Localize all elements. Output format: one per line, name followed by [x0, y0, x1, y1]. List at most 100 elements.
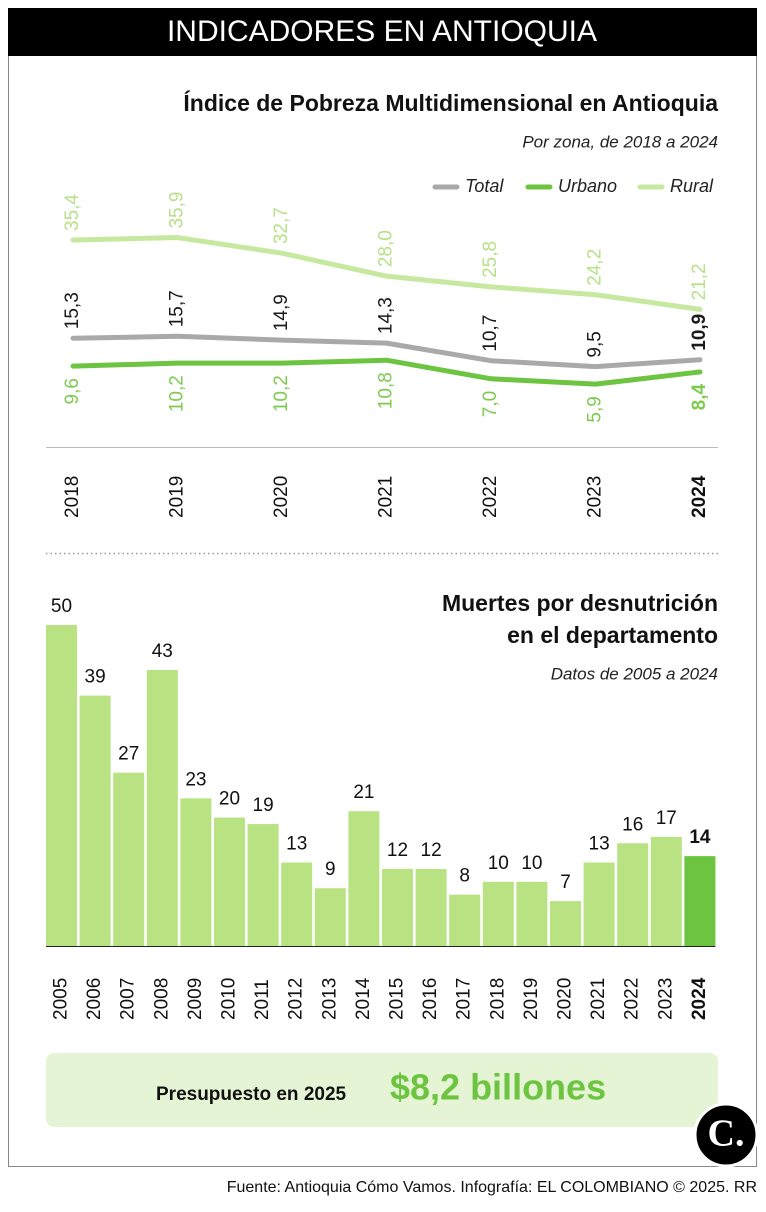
x-tick-label: 2024 — [689, 475, 710, 518]
value-label: 7,0 — [480, 391, 501, 417]
value-label: 23 — [185, 769, 206, 790]
value-label: 8 — [459, 866, 470, 887]
bar — [314, 888, 346, 946]
series-line — [70, 235, 703, 312]
value-label: 14,3 — [376, 297, 397, 334]
x-tick-label: 2011 — [252, 979, 273, 1020]
x-tick-label: 2020 — [555, 978, 576, 1020]
x-tick-label: 2022 — [622, 978, 643, 1020]
chart-title: Muertes por desnutrición — [442, 590, 718, 616]
value-label: 10 — [488, 853, 509, 874]
value-label: 10,9 — [689, 314, 710, 351]
value-label: 17 — [656, 808, 677, 829]
value-label: 39 — [85, 667, 106, 688]
bar — [449, 894, 481, 946]
x-tick-label: 2005 — [51, 978, 72, 1020]
x-tick-label: 2013 — [319, 978, 340, 1020]
x-tick-label: 2018 — [62, 476, 83, 518]
source: Fuente: Antioquia Cómo Vamos. Infografía… — [227, 1179, 757, 1196]
chart-subtitle: Datos de 2005 a 2024 — [551, 664, 718, 683]
legend-label: Urbano — [558, 176, 617, 196]
value-label: 9 — [325, 859, 336, 880]
legend-label: Total — [465, 176, 504, 196]
value-label: 7 — [560, 872, 571, 893]
value-label: 14,9 — [271, 294, 292, 331]
value-label: 32,7 — [271, 207, 292, 244]
x-tick-label: 2016 — [420, 978, 441, 1020]
x-tick-label: 2024 — [689, 977, 710, 1020]
chart-title: Índice de Pobreza Multidimensional en An… — [183, 89, 718, 116]
x-tick-label: 2010 — [219, 978, 240, 1020]
value-label: 50 — [51, 596, 72, 617]
value-label: 27 — [118, 744, 139, 765]
x-tick-label: 2015 — [387, 978, 408, 1020]
chart-subtitle: Por zona, de 2018 a 2024 — [522, 132, 718, 151]
bar — [79, 695, 111, 946]
bar — [180, 798, 212, 946]
value-label: 20 — [219, 789, 240, 810]
header-bar — [8, 8, 757, 56]
value-label: 12 — [421, 840, 442, 861]
legend-label: Rural — [670, 176, 714, 196]
series-line — [70, 333, 703, 370]
bar — [684, 856, 716, 946]
series-line — [70, 357, 703, 387]
x-tick-label: 2020 — [271, 476, 292, 518]
value-label: 10 — [521, 853, 542, 874]
x-tick-label: 2017 — [454, 978, 475, 1020]
x-tick-label: 2021 — [376, 476, 397, 518]
header-title: INDICADORES EN ANTIOQUIA — [167, 15, 597, 48]
bar — [482, 881, 514, 946]
logo: C. — [708, 1113, 745, 1155]
value-label: 13 — [589, 834, 610, 855]
bar — [617, 843, 649, 946]
value-label: 13 — [286, 834, 307, 855]
value-label: 10,8 — [376, 372, 397, 409]
bar — [348, 811, 380, 946]
value-label: 19 — [253, 795, 274, 816]
x-tick-label: 2022 — [480, 476, 501, 518]
value-label: 10,2 — [271, 375, 292, 412]
bar — [583, 862, 615, 946]
bar — [113, 772, 145, 946]
value-label: 25,8 — [480, 241, 501, 278]
value-label: 15,3 — [62, 292, 83, 329]
x-tick-label: 2009 — [185, 978, 206, 1020]
chart-title: en el departamento — [507, 622, 718, 648]
x-tick-label: 2008 — [151, 978, 172, 1020]
bar — [46, 625, 77, 946]
bar — [281, 862, 313, 946]
budget-label: Presupuesto en 2025 — [156, 1084, 347, 1105]
budget-box — [46, 1053, 718, 1127]
bar — [516, 881, 548, 946]
value-label: 28,0 — [376, 230, 397, 267]
bar — [146, 669, 178, 946]
bar — [415, 868, 447, 946]
value-label: 8,4 — [689, 384, 710, 411]
value-label: 21,2 — [689, 263, 710, 300]
x-tick-label: 2007 — [118, 978, 139, 1020]
x-tick-label: 2021 — [588, 978, 609, 1020]
value-label: 15,7 — [167, 290, 188, 327]
bar — [550, 901, 581, 946]
value-label: 24,2 — [585, 249, 606, 286]
value-label: 12 — [387, 840, 408, 861]
bar — [247, 824, 279, 946]
value-label: 35,9 — [167, 192, 188, 229]
x-tick-label: 2019 — [521, 978, 542, 1020]
x-tick-label: 2023 — [585, 476, 606, 518]
value-label: 9,6 — [62, 378, 83, 404]
x-tick-label: 2019 — [167, 476, 188, 518]
bar — [382, 868, 413, 946]
value-label: 21 — [353, 782, 374, 803]
logo-circle — [693, 1102, 759, 1168]
value-label: 43 — [152, 641, 173, 662]
x-tick-label: 2023 — [655, 978, 676, 1020]
x-tick-label: 2018 — [487, 978, 508, 1020]
value-label: 9,5 — [585, 331, 606, 357]
budget-amount: $8,2 billones — [390, 1067, 606, 1108]
value-label: 10,7 — [480, 315, 501, 352]
value-label: 10,2 — [167, 375, 188, 412]
